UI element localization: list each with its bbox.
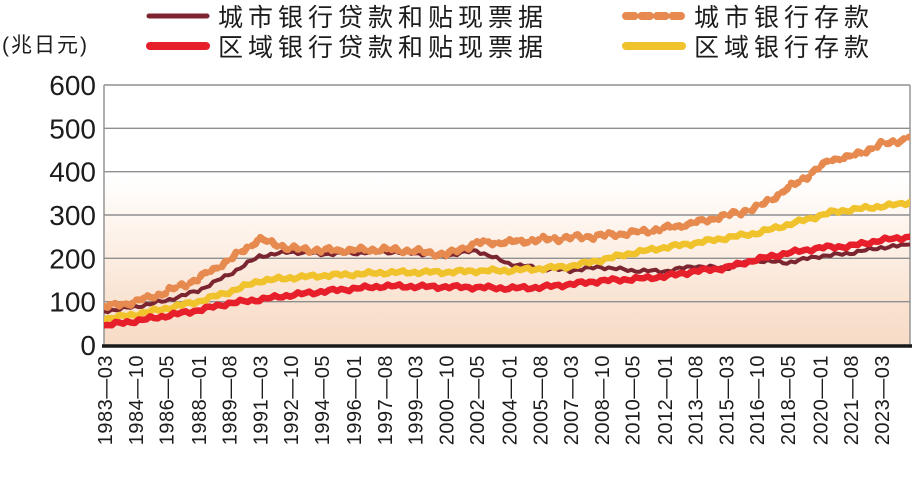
x-tick-label: 2002—05 [467, 355, 489, 445]
y-tick-label: 0 [80, 330, 96, 361]
x-tick-label: 1996—01 [344, 355, 366, 445]
series-line [104, 233, 910, 329]
y-axis-unit-label: (兆日元) [2, 34, 89, 57]
y-tick-label: 400 [49, 157, 96, 188]
x-tick-label: 2020—01 [810, 355, 832, 445]
y-tick-label: 200 [49, 243, 96, 274]
city-loans-line-icon [146, 13, 210, 19]
legend-label: 区域银行存款 [694, 34, 875, 62]
x-tick-label: 2023—03 [872, 355, 894, 445]
x-tick-label: 2012—01 [655, 355, 677, 445]
x-tick-label: 2015—03 [716, 355, 738, 445]
legend-item-city-deposits: 城市银行存款 [622, 1, 875, 32]
legend-label: 城市银行贷款和贴现票据 [218, 4, 549, 32]
x-tick-label: 2010—05 [623, 355, 645, 445]
regional-deposits-line-icon [622, 42, 686, 50]
x-tick-label: 1992—10 [281, 355, 303, 445]
x-tick-label: 1984—10 [126, 355, 148, 445]
x-tick-label: 2007—03 [561, 355, 583, 445]
series-line [104, 198, 910, 325]
series-line [104, 242, 910, 315]
x-tick-label: 2005—08 [530, 355, 552, 445]
legend-item-regional-loans: 区域银行贷款和贴现票据 [146, 31, 549, 62]
x-tick-label: 2013—08 [686, 355, 708, 445]
x-tick-label: 2016—10 [747, 355, 769, 445]
x-tick-label: 2000—10 [436, 355, 458, 445]
x-tick-label: 1986—05 [157, 355, 179, 445]
x-tick-label: 1983—03 [95, 355, 117, 445]
legend-item-regional-deposits: 区域银行存款 [622, 31, 875, 62]
legend-label: 区域银行贷款和贴现票据 [218, 34, 549, 62]
y-tick-label: 100 [49, 287, 96, 318]
y-tick-label: 600 [49, 70, 96, 101]
x-tick-label: 1988—01 [189, 355, 211, 445]
regional-loans-line-icon [146, 42, 210, 50]
x-tick-label: 2008—10 [592, 355, 614, 445]
x-tick-label: 1999—03 [406, 355, 428, 445]
x-tick-label: 1997—08 [375, 355, 397, 445]
x-tick-label: 2004—01 [500, 355, 522, 445]
city-deposits-dashed-line-icon [622, 12, 686, 20]
series-line [104, 133, 910, 311]
x-tick-label: 2021—08 [841, 355, 863, 445]
x-tick-label: 1989—08 [220, 355, 242, 445]
x-tick-label: 1991—03 [250, 355, 272, 445]
legend-label: 城市银行存款 [694, 4, 875, 32]
y-tick-label: 500 [49, 113, 96, 144]
legend-item-city-loans: 城市银行贷款和贴现票据 [146, 1, 549, 32]
x-tick-label: 1994—05 [312, 355, 334, 445]
x-tick-label: 2018—05 [778, 355, 800, 445]
y-tick-label: 300 [49, 200, 96, 231]
